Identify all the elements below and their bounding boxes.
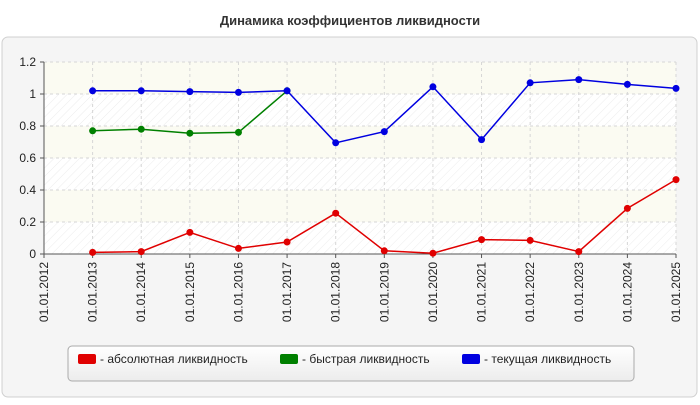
plot-band xyxy=(44,190,676,222)
x-tick-label: 01.01.2014 xyxy=(134,262,148,322)
data-point[interactable] xyxy=(234,128,242,136)
x-tick-label: 01.01.2016 xyxy=(231,262,245,322)
data-point[interactable] xyxy=(137,125,145,133)
x-tick-labels: 01.01.2012 01.01.2013 01.01.2014 01.01.2015… xyxy=(37,262,683,322)
series-2 xyxy=(89,76,680,147)
data-point[interactable] xyxy=(575,76,583,84)
legend-item[interactable]: - абсолютная ликвидность xyxy=(78,352,248,366)
y-tick-label: 0.6 xyxy=(19,151,36,165)
legend-item[interactable]: - быстрая ликвидность xyxy=(280,352,430,366)
data-point[interactable] xyxy=(186,129,194,137)
series-0 xyxy=(89,176,680,257)
y-tick-label: 1.2 xyxy=(19,55,36,69)
data-point[interactable] xyxy=(137,87,145,95)
legend-swatch xyxy=(462,354,480,364)
y-tick-label: 0.2 xyxy=(19,215,36,229)
plot-band xyxy=(44,126,676,158)
y-tick-labels: 0 0.2 0.4 0.6 0.8 1 1.2 xyxy=(19,55,36,261)
data-point[interactable] xyxy=(89,127,97,135)
legend-label: - абсолютная ликвидность xyxy=(100,352,248,366)
legend-label: - текущая ликвидность xyxy=(484,352,611,366)
data-point[interactable] xyxy=(137,248,145,256)
y-tick-label: 0.4 xyxy=(19,183,36,197)
legend-label: - быстрая ликвидность xyxy=(302,352,430,366)
data-point[interactable] xyxy=(623,204,631,212)
data-point[interactable] xyxy=(332,139,340,147)
data-point[interactable] xyxy=(478,136,486,144)
legend: - абсолютная ликвидность - быстрая ликвид… xyxy=(67,345,635,382)
x-tick-label: 01.01.2021 xyxy=(475,262,489,322)
x-tick-label: 01.01.2024 xyxy=(620,262,634,322)
data-point[interactable] xyxy=(672,176,680,184)
data-point[interactable] xyxy=(429,83,437,91)
data-point[interactable] xyxy=(526,79,534,87)
data-point[interactable] xyxy=(234,88,242,96)
data-point[interactable] xyxy=(526,236,534,244)
x-tick-label: 01.01.2019 xyxy=(377,262,391,322)
y-tick-label: 0 xyxy=(29,247,36,261)
data-point[interactable] xyxy=(478,236,486,244)
plot-band xyxy=(44,94,676,126)
data-point[interactable] xyxy=(332,209,340,217)
legend-item[interactable]: - текущая ликвидность xyxy=(462,352,611,366)
data-point[interactable] xyxy=(380,247,388,255)
series-lines xyxy=(89,76,680,257)
x-tick-label: 01.01.2020 xyxy=(426,262,440,322)
data-point[interactable] xyxy=(89,248,97,256)
data-point[interactable] xyxy=(623,80,631,88)
data-point[interactable] xyxy=(429,249,437,257)
data-point[interactable] xyxy=(283,238,291,246)
plot-area xyxy=(44,62,676,254)
data-point[interactable] xyxy=(575,248,583,256)
chart-title: Динамика коэффициентов ликвидности xyxy=(220,13,480,28)
legend-box xyxy=(67,345,635,382)
data-point[interactable] xyxy=(283,87,291,95)
y-tick-label: 1 xyxy=(29,87,36,101)
x-tick-label: 01.01.2025 xyxy=(669,262,683,322)
data-point[interactable] xyxy=(186,88,194,96)
x-tick-label: 01.01.2022 xyxy=(523,262,537,322)
plot-band xyxy=(44,62,676,94)
x-tick-label: 01.01.2012 xyxy=(37,262,51,322)
data-point[interactable] xyxy=(672,84,680,92)
y-tick-label: 0.8 xyxy=(19,119,36,133)
axes xyxy=(40,61,677,258)
x-tick-label: 01.01.2018 xyxy=(329,262,343,322)
data-point[interactable] xyxy=(234,244,242,252)
data-point[interactable] xyxy=(89,87,97,95)
plot-band xyxy=(44,158,676,190)
legend-swatch xyxy=(280,354,298,364)
x-tick-label: 01.01.2013 xyxy=(86,262,100,322)
x-tick-label: 01.01.2015 xyxy=(183,262,197,322)
data-point[interactable] xyxy=(186,228,194,236)
x-tick-label: 01.01.2017 xyxy=(280,262,294,322)
legend-swatch xyxy=(78,354,96,364)
x-tick-label: 01.01.2023 xyxy=(572,262,586,322)
data-point[interactable] xyxy=(380,128,388,136)
